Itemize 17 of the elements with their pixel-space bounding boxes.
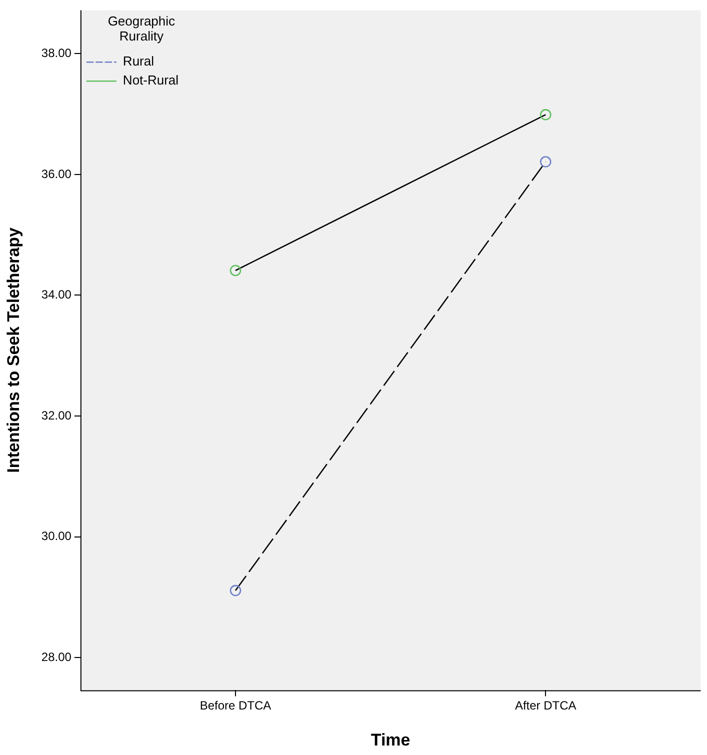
y-tick-label: 28.00 — [41, 650, 72, 664]
y-tick-label: 32.00 — [41, 408, 72, 422]
legend-label: Not-Rural — [122, 72, 179, 88]
y-axis-title: Intentions to Seek Teletherapy — [4, 227, 23, 473]
point — [540, 156, 552, 168]
x-tick-label: Before DTCA — [200, 698, 272, 713]
y-tick-label: 36.00 — [41, 166, 72, 181]
point — [540, 109, 552, 120]
y-tick-label: 30.00 — [41, 529, 72, 544]
y-tick-label: 38.00 — [41, 46, 72, 60]
legend-label: Rural — [122, 54, 154, 69]
point — [230, 264, 242, 276]
x-axis-title: Time — [370, 730, 410, 750]
x-tick-label: After DTCA — [514, 698, 576, 713]
legend-title: Geographic Rurality — [108, 14, 176, 44]
point — [230, 584, 242, 596]
y-tick-label: 34.00 — [41, 288, 72, 302]
